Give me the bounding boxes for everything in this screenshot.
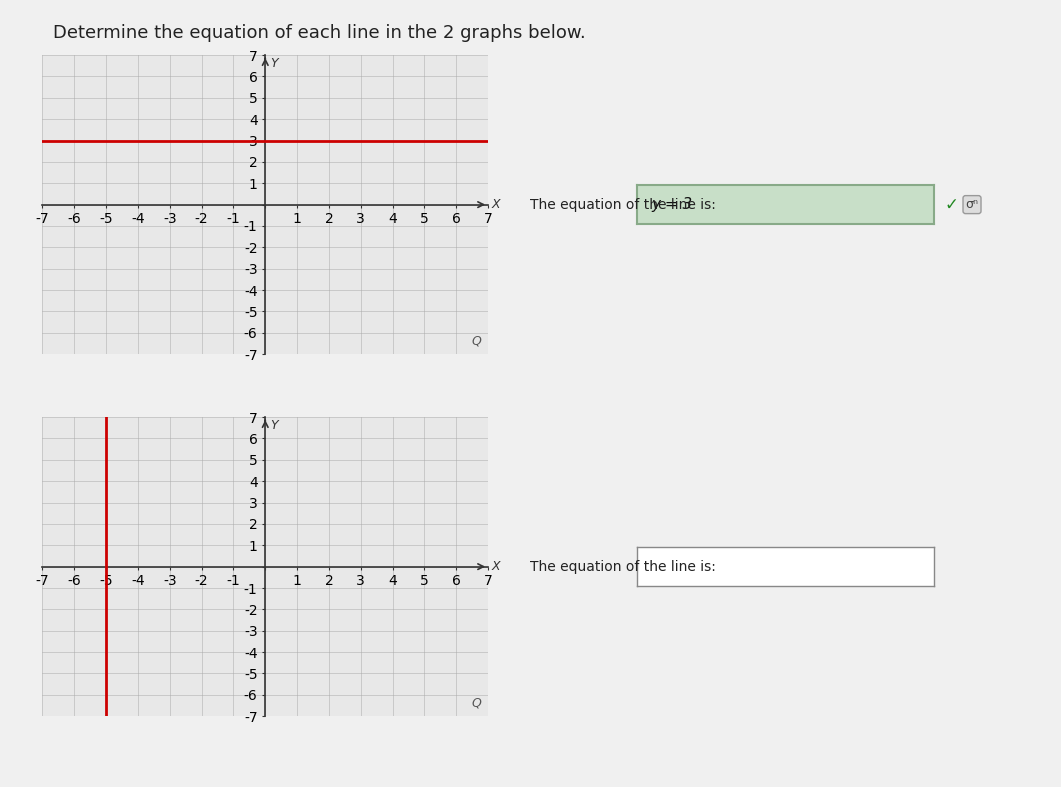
Text: Q: Q (472, 696, 482, 710)
Text: Determine the equation of each line in the 2 graphs below.: Determine the equation of each line in t… (53, 24, 586, 42)
Text: X: X (491, 560, 500, 573)
Text: y = 3: y = 3 (651, 197, 693, 212)
Text: Y: Y (269, 57, 278, 70)
Text: X: X (491, 198, 500, 211)
Text: σⁿ: σⁿ (966, 198, 978, 211)
Text: Y: Y (269, 419, 278, 432)
Text: Q: Q (472, 334, 482, 348)
Text: ✓: ✓ (944, 196, 958, 213)
Text: The equation of the line is:: The equation of the line is: (530, 560, 716, 574)
Text: The equation of the line is:: The equation of the line is: (530, 198, 716, 212)
